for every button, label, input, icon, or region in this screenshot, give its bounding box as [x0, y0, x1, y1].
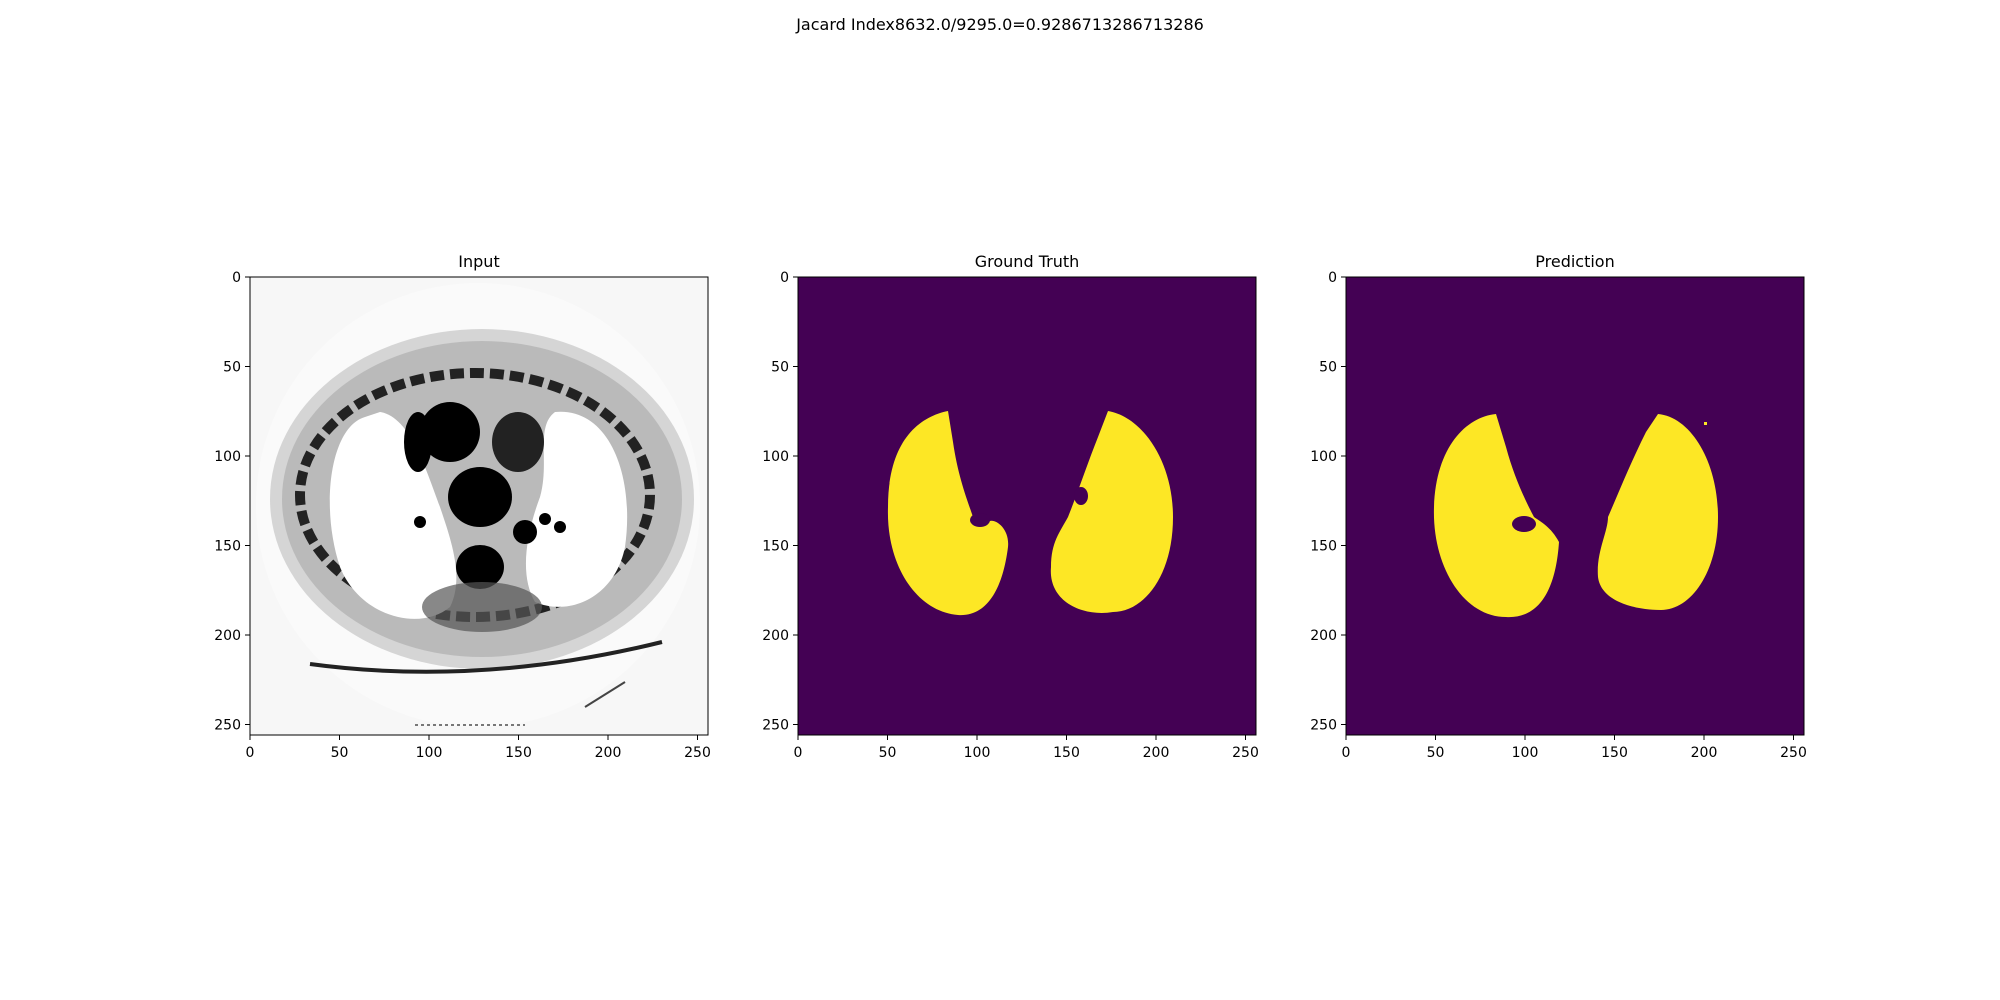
y-tick-label: 250 — [1310, 718, 1337, 734]
vessel-blob-2 — [492, 412, 544, 472]
y-tick-label: 200 — [762, 628, 789, 644]
y-tick-label: 150 — [214, 539, 241, 555]
vessel-blob-6 — [554, 521, 566, 533]
x-tick-label: 0 — [1342, 745, 1351, 761]
y-tick-label: 200 — [214, 628, 241, 644]
axes-frame — [797, 276, 1257, 736]
y-tick-label: 200 — [1310, 628, 1337, 644]
input-panel: Input — [200, 250, 760, 780]
x-tick-label: 250 — [1232, 745, 1259, 761]
y-tick-label: 0 — [232, 270, 241, 286]
vessel-blob-4 — [513, 520, 537, 544]
gt-right-hole — [1074, 487, 1088, 505]
x-tick-label: 250 — [684, 745, 711, 761]
left-lung — [329, 412, 457, 619]
vessel-blob-1 — [404, 412, 432, 472]
x-ticks: 0 50 100 150 200 250 — [794, 735, 1259, 761]
vessel-blob-5 — [539, 513, 551, 525]
x-tick-label: 0 — [246, 745, 255, 761]
table-line — [309, 640, 663, 674]
axes-frame — [249, 276, 709, 736]
x-ticks: 0 50 100 150 200 250 — [1342, 735, 1807, 761]
ground-truth-panel-title: Ground Truth — [974, 252, 1080, 271]
y-tick-label: 0 — [1328, 270, 1337, 286]
y-tick-label: 250 — [762, 718, 789, 734]
y-tick-label: 100 — [214, 449, 241, 465]
input-panel-title: Input — [458, 252, 500, 271]
ground-truth-panel: Ground Truth 0 50 100 150 200 250 — [748, 250, 1308, 780]
x-tick-label: 250 — [1780, 745, 1807, 761]
y-tick-label: 50 — [223, 360, 241, 376]
rib-ring — [295, 368, 655, 622]
table-line-2 — [584, 681, 626, 708]
mask-background — [1346, 277, 1804, 735]
prediction-panel: Prediction 0 50 100 150 200 250 — [1296, 250, 1856, 780]
spine-region — [422, 582, 542, 632]
gt-left-hole — [970, 513, 990, 527]
y-tick-label: 50 — [771, 360, 789, 376]
ground-truth-axes: 0 50 100 150 200 250 0 50 100 150 200 25… — [762, 270, 1259, 761]
x-tick-label: 50 — [331, 745, 349, 761]
x-tick-label: 150 — [1601, 745, 1628, 761]
vessel-blob-7 — [414, 516, 426, 528]
y-tick-label: 250 — [214, 718, 241, 734]
x-tick-label: 200 — [1691, 745, 1718, 761]
mask-background — [798, 277, 1256, 735]
figure-suptitle: Jacard Index8632.0/9295.0=0.928671328671… — [796, 15, 1204, 34]
x-tick-label: 100 — [1512, 745, 1539, 761]
input-axes: 0 50 100 150 200 250 0 50 100 150 200 25… — [214, 270, 711, 761]
heart-blob-1 — [420, 402, 480, 462]
y-tick-label: 150 — [762, 539, 789, 555]
prediction-panel-title: Prediction — [1535, 252, 1615, 271]
y-ticks: 0 50 100 150 200 250 — [762, 270, 798, 734]
prediction-axes: 0 50 100 150 200 250 0 50 100 150 200 25… — [1310, 270, 1807, 761]
y-ticks: 0 50 100 150 200 250 — [214, 270, 250, 734]
heart-blob-2 — [448, 467, 512, 527]
y-tick-label: 100 — [762, 449, 789, 465]
y-tick-label: 100 — [1310, 449, 1337, 465]
axes-frame — [1345, 276, 1805, 736]
pred-left-hole — [1512, 516, 1536, 532]
x-tick-label: 200 — [595, 745, 622, 761]
y-tick-label: 150 — [1310, 539, 1337, 555]
y-tick-label: 0 — [780, 270, 789, 286]
y-ticks: 0 50 100 150 200 250 — [1310, 270, 1346, 734]
pred-speck — [1704, 422, 1707, 425]
x-tick-label: 150 — [1053, 745, 1080, 761]
x-tick-label: 50 — [879, 745, 897, 761]
x-tick-label: 150 — [505, 745, 532, 761]
x-tick-label: 200 — [1143, 745, 1170, 761]
x-ticks: 0 50 100 150 200 250 — [246, 735, 711, 761]
pred-right-lung-mask — [1597, 414, 1718, 610]
vessel-blob-3 — [456, 545, 504, 589]
x-tick-label: 100 — [416, 745, 443, 761]
gt-left-lung-mask — [887, 411, 1009, 616]
y-tick-label: 50 — [1319, 360, 1337, 376]
x-tick-label: 50 — [1427, 745, 1445, 761]
pred-left-lung-mask — [1433, 414, 1559, 618]
x-tick-label: 0 — [794, 745, 803, 761]
x-tick-label: 100 — [964, 745, 991, 761]
right-lung — [525, 411, 628, 607]
gt-right-lung-mask — [1050, 411, 1173, 613]
